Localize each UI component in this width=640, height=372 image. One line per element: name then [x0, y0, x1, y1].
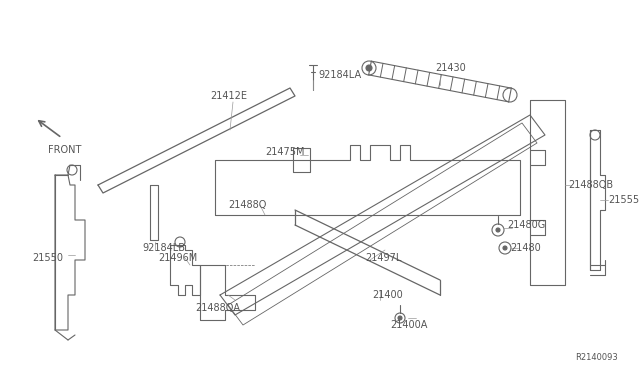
Circle shape: [366, 65, 372, 71]
Text: 21496M: 21496M: [158, 253, 197, 263]
Text: 21400A: 21400A: [390, 320, 428, 330]
Text: R2140093: R2140093: [575, 353, 618, 362]
Circle shape: [398, 316, 402, 320]
Text: 21480: 21480: [510, 243, 541, 253]
Text: 21475M: 21475M: [265, 147, 305, 157]
Text: 21550: 21550: [32, 253, 63, 263]
Text: 21412E: 21412E: [210, 91, 247, 101]
Text: FRONT: FRONT: [48, 145, 81, 155]
Text: 92184LA: 92184LA: [318, 70, 361, 80]
Text: 21400: 21400: [372, 290, 403, 300]
Text: 21430: 21430: [435, 63, 466, 73]
Circle shape: [503, 246, 507, 250]
Text: 21488QA: 21488QA: [195, 303, 240, 313]
Text: 21488Q: 21488Q: [228, 200, 266, 210]
Circle shape: [496, 228, 500, 232]
Text: 21488QB: 21488QB: [568, 180, 613, 190]
Text: 21480G: 21480G: [507, 220, 545, 230]
Text: 92184LB: 92184LB: [142, 243, 185, 253]
Text: 21555: 21555: [608, 195, 639, 205]
Text: 21497L: 21497L: [365, 253, 401, 263]
